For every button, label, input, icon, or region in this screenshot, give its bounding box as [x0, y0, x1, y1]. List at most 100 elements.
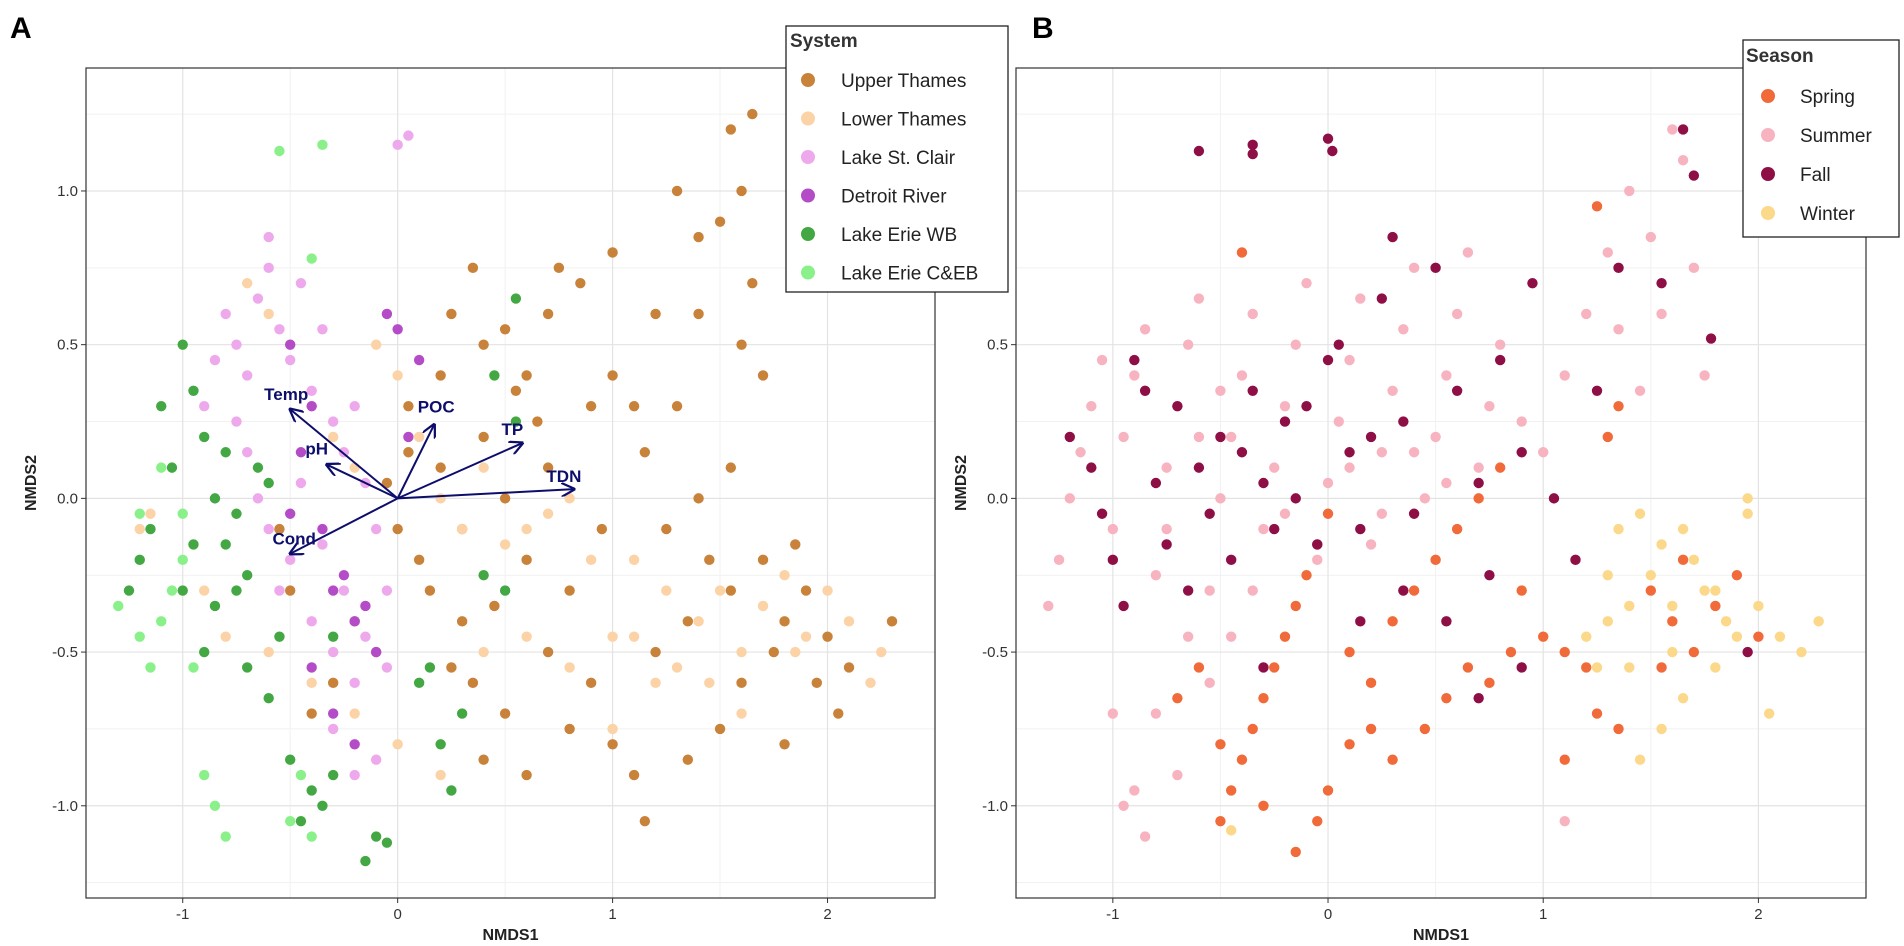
data-point: [392, 324, 403, 335]
data-point: [725, 124, 737, 135]
data-point: [199, 431, 210, 443]
legend-label: Lake Erie WB: [841, 225, 957, 246]
data-point: [338, 570, 350, 581]
data-point: [1355, 293, 1366, 304]
data-point: [1742, 508, 1753, 519]
data-point: [252, 462, 264, 473]
data-point: [1236, 247, 1248, 258]
data-point: [209, 600, 221, 612]
data-point: [1451, 385, 1463, 396]
vector-arrow-ph: [327, 465, 399, 500]
series-winter: [1225, 493, 1824, 836]
data-point: [1172, 769, 1183, 781]
vector-arrow-tp: [397, 443, 523, 500]
data-point: [1581, 631, 1592, 642]
data-point: [1656, 308, 1667, 320]
data-point: [1064, 431, 1075, 443]
data-point: [349, 708, 360, 719]
y-tick-label: -1.0: [52, 798, 78, 815]
data-point: [220, 631, 231, 642]
data-point: [1204, 677, 1215, 689]
data-point: [446, 785, 457, 796]
data-point: [1247, 139, 1258, 151]
data-point: [1107, 523, 1119, 535]
series-lake-st-clair: [199, 130, 414, 781]
legend-title: System: [790, 31, 858, 52]
y-axis-title: NMDS2: [953, 455, 970, 511]
data-point: [1118, 800, 1129, 811]
data-point: [1451, 308, 1463, 320]
data-point: [209, 354, 221, 366]
data-point: [209, 493, 221, 504]
legend-label: Upper Thames: [841, 71, 966, 92]
data-point: [274, 631, 285, 642]
data-point: [521, 523, 532, 535]
series-fall: [1064, 124, 1753, 704]
data-point: [284, 815, 296, 827]
data-point: [1581, 662, 1592, 673]
data-point: [1193, 462, 1205, 473]
legend-swatch: [801, 73, 815, 87]
data-point: [327, 769, 339, 781]
vector-label-cond: Cond: [272, 530, 315, 549]
data-point: [1344, 646, 1355, 658]
data-point: [392, 139, 403, 151]
data-point: [1225, 825, 1237, 836]
data-point: [704, 554, 715, 566]
legend-label: Lake St. Clair: [841, 148, 956, 169]
data-point: [1365, 723, 1377, 735]
data-point: [435, 462, 446, 473]
data-point: [1516, 662, 1527, 673]
panel-label-b: B: [1032, 12, 1054, 45]
data-point: [1505, 646, 1517, 658]
data-point: [327, 708, 339, 719]
legend-swatch: [801, 111, 815, 126]
data-point: [1430, 262, 1441, 274]
data-point: [747, 108, 758, 120]
data-point: [768, 646, 779, 658]
data-point: [263, 308, 274, 320]
data-point: [1193, 145, 1205, 157]
data-point: [682, 616, 694, 627]
legend-label: Detroit River: [841, 187, 947, 208]
legend-label: Fall: [1800, 165, 1831, 186]
data-point: [1258, 523, 1269, 535]
legend-label: Winter: [1800, 204, 1856, 225]
data-point: [317, 800, 328, 811]
data-point: [1753, 631, 1764, 642]
data-point: [1677, 155, 1689, 166]
data-point: [628, 769, 640, 781]
data-point: [252, 293, 264, 304]
data-point: [295, 477, 307, 489]
data-point: [231, 508, 242, 519]
data-point: [284, 754, 296, 765]
data-point: [370, 754, 382, 765]
y-tick-label: 0.5: [987, 337, 1008, 354]
data-point: [650, 677, 661, 689]
data-point: [1645, 570, 1657, 581]
data-point: [510, 385, 522, 396]
data-point: [1763, 708, 1775, 719]
data-point: [1731, 570, 1743, 581]
legend-swatch: [801, 265, 815, 280]
data-point: [1236, 370, 1248, 381]
data-point: [510, 293, 522, 304]
data-point: [446, 662, 457, 673]
data-point: [370, 339, 382, 350]
data-point: [607, 370, 618, 381]
data-point: [843, 616, 855, 627]
data-point: [1236, 447, 1248, 458]
data-point: [381, 477, 393, 489]
data-point: [1129, 785, 1140, 796]
data-point: [1193, 293, 1205, 304]
data-point: [252, 493, 264, 504]
data-point: [564, 662, 575, 673]
data-point: [1591, 708, 1603, 719]
data-point: [693, 308, 704, 320]
data-point: [263, 523, 274, 535]
data-point: [1312, 539, 1323, 550]
data-point: [134, 554, 145, 566]
data-point: [1150, 708, 1162, 719]
data-point: [1451, 523, 1463, 535]
data-point: [1624, 662, 1635, 673]
